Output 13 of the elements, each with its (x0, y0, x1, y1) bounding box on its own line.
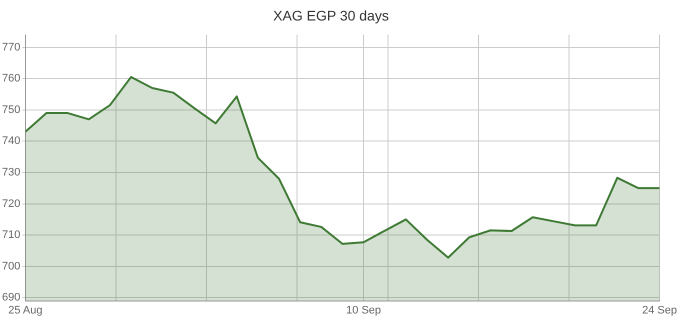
x-tick-label: 24 Sep (642, 304, 678, 316)
y-tick-label: 700 (2, 260, 20, 272)
y-tick-label: 760 (2, 72, 20, 85)
chart-title: XAG EGP 30 days (273, 7, 389, 24)
x-tick-label: 25 Aug (8, 304, 42, 316)
y-tick-label: 770 (2, 41, 20, 54)
y-tick-label: 710 (2, 229, 20, 242)
y-tick-label: 730 (2, 166, 20, 179)
y-tick-label: 740 (2, 135, 20, 148)
y-tick-label: 720 (2, 198, 20, 210)
y-tick-label: 690 (2, 292, 20, 304)
x-tick-label: 10 Sep (346, 304, 382, 316)
y-tick-label: 750 (2, 104, 20, 116)
